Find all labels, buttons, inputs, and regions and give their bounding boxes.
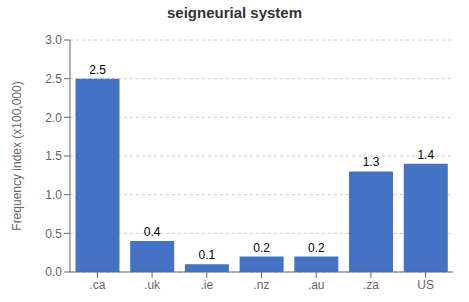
- svg-text:0.2: 0.2: [253, 241, 270, 255]
- svg-text:3.0: 3.0: [45, 33, 62, 47]
- svg-text:.za: .za: [363, 278, 379, 292]
- svg-text:0.5: 0.5: [45, 227, 62, 241]
- svg-text:.ie: .ie: [200, 278, 213, 292]
- svg-text:.uk: .uk: [144, 278, 161, 292]
- svg-text:0.0: 0.0: [45, 265, 62, 279]
- svg-text:.au: .au: [308, 278, 325, 292]
- svg-text:Frequency index (x100,000): Frequency index (x100,000): [10, 81, 24, 230]
- html-text:seigneurial system: seigneurial system: [167, 4, 302, 21]
- svg-text:0.4: 0.4: [144, 225, 161, 239]
- svg-text:1.3: 1.3: [363, 155, 380, 169]
- svg-text:US: US: [417, 278, 434, 292]
- svg-text:0.2: 0.2: [308, 241, 325, 255]
- svg-text:1.0: 1.0: [45, 188, 62, 202]
- svg-text:.ca: .ca: [89, 278, 105, 292]
- svg-text:2.5: 2.5: [45, 72, 62, 86]
- svg-text:.nz: .nz: [253, 278, 269, 292]
- svg-text:1.4: 1.4: [417, 148, 434, 162]
- svg-text:2.0: 2.0: [45, 111, 62, 125]
- svg-text:1.5: 1.5: [45, 149, 62, 163]
- svg-text:0.1: 0.1: [199, 248, 216, 262]
- svg-text:2.5: 2.5: [89, 63, 106, 77]
